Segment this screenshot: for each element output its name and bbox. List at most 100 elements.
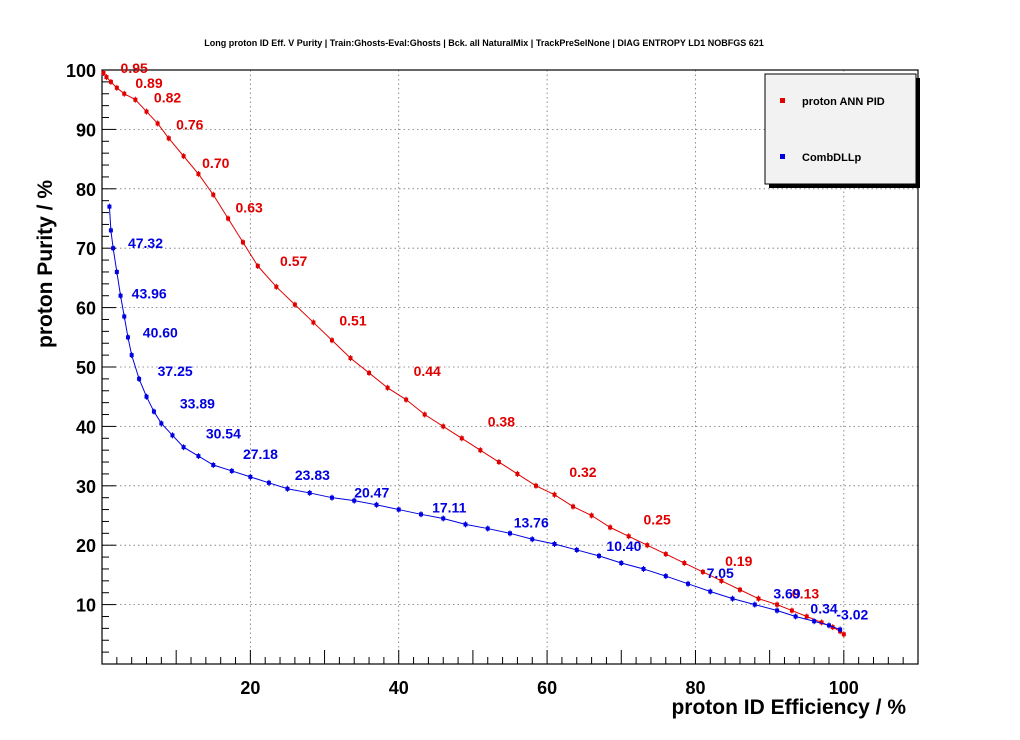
cut-label-proton-ann-pid: 0.32 [569,464,596,480]
data-point-combdllp [352,498,357,503]
data-point-proton-ann-pid [775,602,780,607]
data-point-proton-ann-pid [552,492,557,497]
data-point-proton-ann-pid [700,569,705,574]
y-axis-title: proton Purity / % [34,180,57,348]
legend-box [764,73,917,185]
data-point-proton-ann-pid [385,385,390,390]
data-point-combdllp [170,433,175,438]
cut-label-proton-ann-pid: 0.57 [280,253,307,269]
data-point-combdllp [485,526,490,531]
data-point-proton-ann-pid [114,85,119,90]
cut-label-proton-ann-pid: 0.63 [236,200,263,216]
data-point-combdllp [396,507,401,512]
data-point-combdllp [125,335,130,340]
cut-label-combdllp: 10.40 [606,538,641,554]
cut-label-combdllp: 43.96 [132,286,167,302]
cut-label-combdllp: 37.25 [158,363,193,379]
y-tick-label: 30 [76,477,96,497]
chart-title: Long proton ID Eff. V Purity | Train:Gho… [204,38,764,48]
data-point-proton-ann-pid [441,424,446,429]
cut-label-proton-ann-pid: 0.25 [644,511,671,527]
data-point-combdllp [775,608,780,613]
data-point-combdllp [597,553,602,558]
data-point-proton-ann-pid [133,97,138,102]
data-point-proton-ann-pid [196,171,201,176]
data-point-combdllp [329,495,334,500]
series-layer [101,69,846,638]
y-tick-label: 100 [66,61,96,81]
data-point-proton-ann-pid [478,448,483,453]
data-point-proton-ann-pid [255,264,260,269]
data-point-proton-ann-pid [367,370,372,375]
data-point-proton-ann-pid [459,436,464,441]
cut-label-layer: 0.950.890.82 0.76 0.70 0.63 0.57 0.51 0.44 0.38… [121,60,869,622]
cut-label-proton-ann-pid: 0.51 [339,312,366,328]
y-tick-label: 60 [76,299,96,319]
data-point-combdllp [812,619,817,624]
data-point-proton-ann-pid [789,608,794,613]
legend-marker-combdllp [780,154,785,159]
data-point-combdllp [374,502,379,507]
data-point-proton-ann-pid [404,397,409,402]
data-point-combdllp [826,623,831,628]
data-point-combdllp [552,542,557,547]
data-point-proton-ann-pid [329,338,334,343]
data-point-combdllp [122,314,127,319]
data-point-proton-ann-pid [144,109,149,114]
cut-label-combdllp: 33.89 [180,396,215,412]
cut-label-proton-ann-pid: 0.89 [135,75,162,91]
data-point-proton-ann-pid [682,561,687,566]
data-point-proton-ann-pid [181,154,186,159]
data-point-combdllp [107,204,112,209]
cut-label-combdllp: 23.83 [295,467,330,483]
data-point-proton-ann-pid [211,192,216,197]
cut-label-combdllp: 20.47 [354,485,389,501]
data-point-proton-ann-pid [804,614,809,619]
data-point-combdllp [108,228,113,233]
data-point-combdllp [686,581,691,586]
data-point-proton-ann-pid [348,356,353,361]
data-point-combdllp [418,512,423,517]
data-point-proton-ann-pid [515,471,520,476]
x-axis-title: proton ID Efficiency / % [671,696,906,719]
legend-label-proton-ann-pid: proton ANN PID [802,96,885,108]
plot-frame [101,69,919,665]
cut-label-combdllp: 17.11 [432,500,466,516]
x-tick-label: 100 [829,678,859,698]
data-point-combdllp [285,486,290,491]
y-tick-label: 70 [76,239,96,259]
y-tick-label: 40 [76,417,96,437]
data-point-combdllp [730,596,735,601]
data-point-proton-ann-pid [274,284,279,289]
data-point-proton-ann-pid [841,632,846,637]
cut-label-combdllp: 30.54 [206,425,241,441]
data-point-combdllp [307,490,312,495]
data-point-proton-ann-pid [756,596,761,601]
x-tick-label: 80 [685,678,705,698]
legend-label-combdllp: CombDLLp [802,152,862,164]
cut-label-combdllp: -3.02 [836,606,868,622]
data-point-combdllp [111,246,116,251]
series-line-combdllp [108,206,841,631]
cut-label-combdllp: 27.18 [243,446,278,462]
x-tick-label: 60 [537,678,557,698]
data-point-combdllp [441,516,446,521]
cut-label-proton-ann-pid: 0.70 [202,155,229,171]
data-point-proton-ann-pid [311,320,316,325]
data-point-combdllp [619,561,624,566]
data-point-combdllp [114,269,119,274]
data-point-combdllp [641,566,646,571]
data-point-proton-ann-pid [533,483,538,488]
y-tick-label: 20 [76,536,96,556]
cut-label-proton-ann-pid: 0.19 [725,553,752,569]
cut-label-combdllp: 13.76 [514,514,549,530]
y-tick-label: 50 [76,358,96,378]
data-point-proton-ann-pid [422,412,427,417]
data-point-proton-ann-pid [608,525,613,530]
data-point-proton-ann-pid [104,75,109,80]
cut-label-combdllp: 0.34 [810,601,837,617]
data-point-combdllp [151,409,156,414]
data-point-proton-ann-pid [819,620,824,625]
